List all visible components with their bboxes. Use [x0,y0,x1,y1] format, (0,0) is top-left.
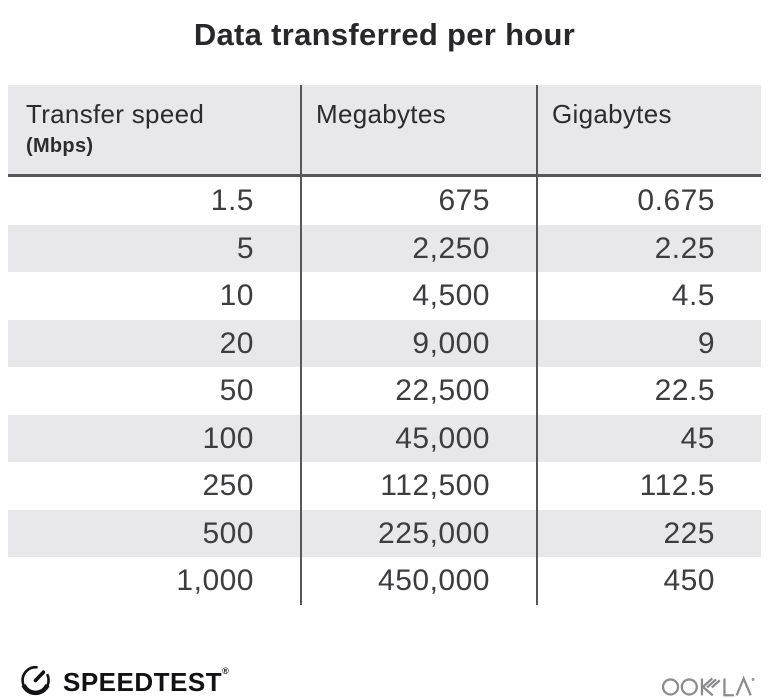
table-row: 250 112,500 112.5 [8,462,761,510]
table-row: 500 225,000 225 [8,509,761,557]
table-cell: 450,000 [302,557,538,605]
table-cell: 9,000 [302,319,538,367]
table-row: 5 2,250 2.25 [8,224,761,272]
table-cell: 20 [8,319,302,367]
table-cell: 450 [663,564,715,597]
speedtest-logo: SPEEDTEST® [17,661,229,698]
table-cell: 225,000 [302,509,538,557]
table-body: 1.5 675 0.675 5 2,250 2.25 10 4,500 4.5 20 9,000 9 5… [8,177,761,605]
table-cell: 22,500 [302,367,538,415]
column-header-megabytes: Megabytes [302,85,538,174]
table-cell: 250 [8,462,302,510]
table-cell: 112,500 [302,462,538,510]
table-cell: 2.25 [654,231,715,265]
speedtest-wordmark: SPEEDTEST® [63,666,230,697]
column-header-label: Transfer speed [26,99,205,129]
column-header-gigabytes: Gigabytes [538,85,761,174]
table-cell: 9 [697,326,715,360]
column-header-label: Gigabytes [552,99,672,129]
table-cell: 1,000 [8,557,302,605]
table-cell: 225 [663,516,715,550]
table-cell: 4.5 [671,279,715,312]
table-header-row: Transfer speed (Mbps) Megabytes Gigabyte… [8,85,761,177]
table-cell: 45 [680,421,715,455]
table-cell: 1.5 [8,177,302,225]
table-row: 1.5 675 0.675 [8,177,761,225]
table-row: 1,000 450,000 450 [8,557,761,605]
table-cell: 2,250 [302,224,538,272]
table-cell: 45,000 [302,414,538,462]
ookla-wordmark-icon [661,675,756,698]
table-row: 20 9,000 9 [8,319,761,367]
table-cell: 5 [8,224,302,272]
table-row: 100 45,000 45 [8,414,761,462]
registered-trademark-icon: ® [222,666,230,676]
column-header-label: Megabytes [316,99,446,129]
table-cell: 0.675 [637,184,715,217]
table-row: 50 22,500 22.5 [8,367,761,415]
ookla-logo [661,671,756,698]
page-title: Data transferred per hour [193,17,576,52]
data-table: Transfer speed (Mbps) Megabytes Gigabyte… [8,85,761,605]
column-header-transfer-speed: Transfer speed (Mbps) [8,85,302,174]
speedometer-gauge-icon [17,661,54,698]
table-row: 10 4,500 4.5 [8,272,761,320]
footer: SPEEDTEST® [0,655,769,698]
column-header-unit: (Mbps) [26,135,94,157]
table-cell: 500 [8,509,302,557]
infographic-page: Data transferred per hour Transfer speed… [0,17,769,698]
table-cell: 112.5 [639,469,715,502]
table-cell: 10 [8,272,302,320]
table-cell: 675 [302,177,538,225]
table-cell: 22.5 [654,374,715,407]
table-cell: 50 [8,367,302,415]
table-cell: 4,500 [302,272,538,320]
table-cell: 100 [8,414,302,462]
